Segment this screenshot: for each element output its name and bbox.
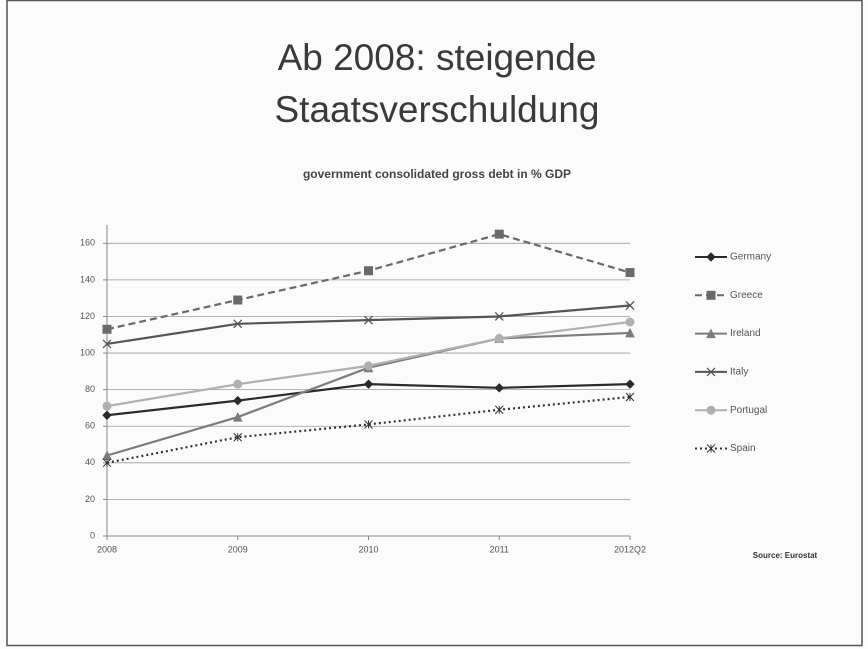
y-tick-label: 40 — [85, 457, 95, 467]
marker — [363, 379, 374, 389]
legend-label: Spain — [730, 443, 756, 454]
marker — [494, 383, 504, 393]
marker — [364, 315, 373, 325]
marker — [494, 405, 504, 415]
source: Source: Eurostat — [753, 551, 818, 560]
y-tick-label: 60 — [85, 421, 95, 431]
marker — [102, 324, 112, 334]
marker — [706, 290, 716, 300]
marker — [706, 367, 716, 377]
marker — [625, 327, 635, 338]
marker — [494, 229, 504, 239]
marker — [625, 317, 635, 327]
legend-label: Greece — [730, 290, 763, 301]
marker — [102, 401, 112, 411]
marker — [364, 361, 373, 371]
marker — [494, 333, 504, 343]
legend-label: Italy — [730, 367, 748, 378]
marker — [625, 379, 635, 389]
marker — [706, 252, 716, 262]
x-tick-label: 2012Q2 — [614, 544, 646, 554]
y-tick-label: 100 — [80, 347, 95, 357]
x-tick-label: 2011 — [490, 544, 509, 554]
title-line: Ab 2008: steigende — [278, 37, 597, 78]
marker — [233, 319, 243, 329]
y-tick-label: 120 — [80, 311, 95, 321]
title-line: Staatsverschuldung — [275, 89, 600, 130]
y-tick-label: 80 — [85, 384, 95, 394]
marker — [102, 410, 112, 420]
x-tick-label: 2008 — [97, 544, 117, 554]
chart-subtitle: government consolidated gross debt in % … — [303, 167, 571, 181]
legend-label: Portugal — [730, 405, 767, 416]
marker — [233, 379, 243, 389]
marker — [494, 312, 504, 321]
y-tick-label: 20 — [85, 494, 95, 504]
x-tick-label: 2010 — [358, 544, 378, 554]
marker — [625, 301, 635, 310]
y-tick-label: 140 — [80, 274, 95, 284]
marker — [233, 395, 243, 406]
marker — [364, 420, 373, 429]
marker — [706, 444, 716, 453]
marker — [625, 268, 635, 278]
marker — [102, 339, 112, 349]
y-tick-label: 0 — [90, 530, 95, 540]
marker — [233, 432, 243, 442]
x-tick-label: 2009 — [228, 544, 248, 554]
marker — [706, 328, 716, 339]
y-tick-label: 160 — [80, 238, 95, 248]
marker — [364, 266, 373, 276]
marker — [102, 458, 112, 468]
legend-label: Germany — [730, 252, 771, 263]
slide-border — [6, 0, 863, 647]
marker — [625, 392, 635, 402]
marker — [233, 295, 243, 305]
marker — [232, 411, 243, 422]
marker — [706, 405, 716, 415]
legend-label: Ireland — [730, 328, 761, 339]
